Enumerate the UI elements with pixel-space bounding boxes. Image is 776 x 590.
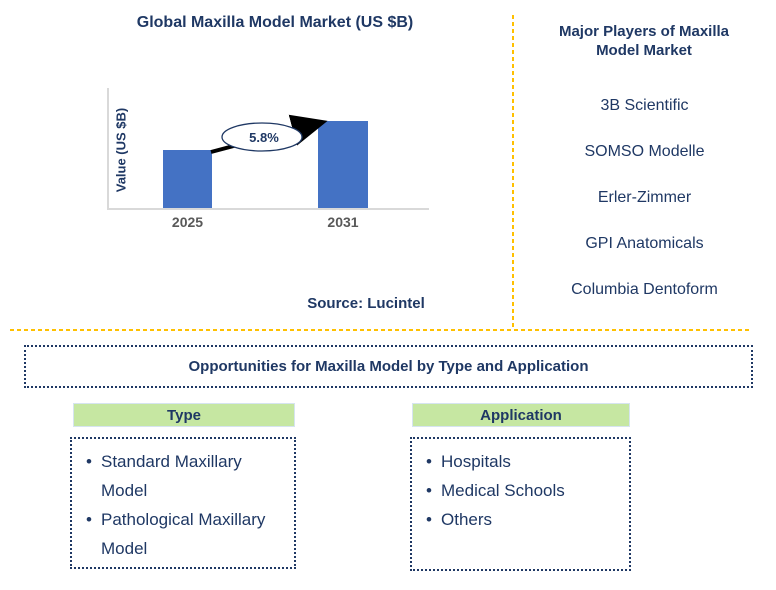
player-item: Columbia Dentoform [571, 281, 718, 298]
growth-ellipse [221, 122, 303, 152]
growth-arrow-annotation: 5.8% [210, 114, 328, 154]
application-list-box: • Hospitals • Medical Schools • Others [410, 437, 631, 571]
x-tick-2031: 2031 [327, 214, 359, 230]
opportunities-title: Opportunities for Maxilla Model by Type … [188, 358, 589, 375]
bar-2031 [318, 121, 368, 208]
major-players-list: 3B Scientific SOMSO Modelle Erler-Zimmer… [513, 96, 776, 300]
bullet-icon: • [426, 481, 432, 500]
x-axis-baseline [107, 208, 429, 210]
bar-2025 [163, 150, 212, 208]
type-list-box: • Standard Maxillary Model • Pathologica… [70, 437, 296, 569]
type-header: Type [73, 403, 295, 427]
bullet-icon: • [86, 510, 92, 529]
chart-title: Global Maxilla Model Market (US $B) [136, 14, 414, 31]
type-item-label: Pathological Maxillary Model [101, 510, 266, 558]
vertical-dashed-separator [512, 15, 514, 330]
y-axis-line [107, 88, 109, 209]
application-item-label: Others [441, 510, 493, 529]
list-item: • Others [420, 505, 623, 534]
player-item: Erler-Zimmer [597, 189, 692, 206]
bullet-icon: • [86, 452, 92, 471]
application-item-label: Hospitals [441, 452, 511, 471]
list-item: • Standard Maxillary Model [80, 447, 288, 505]
application-item-label: Medical Schools [441, 481, 565, 500]
application-header: Application [412, 403, 630, 427]
list-item: • Hospitals [420, 447, 623, 476]
player-item: 3B Scientific [600, 97, 689, 114]
opportunities-banner: Opportunities for Maxilla Model by Type … [24, 345, 753, 388]
type-item-label: Standard Maxillary Model [101, 452, 242, 500]
major-players-panel: Major Players of Maxilla Model Market 3B… [513, 0, 776, 330]
player-item: GPI Anatomicals [585, 235, 704, 252]
source-note: Source: Lucintel [307, 295, 425, 312]
y-axis-label: Value (US $B) [113, 107, 129, 193]
list-item: • Medical Schools [420, 476, 623, 505]
player-item: SOMSO Modelle [584, 143, 705, 160]
x-tick-2025: 2025 [171, 214, 204, 230]
list-item: • Pathological Maxillary Model [80, 505, 288, 563]
growth-arrow-line [210, 114, 328, 154]
growth-rate-label: 5.8% [249, 130, 279, 145]
horizontal-dashed-separator [10, 329, 752, 331]
bullet-icon: • [426, 452, 432, 471]
major-players-title: Major Players of Maxilla Model Market [558, 23, 730, 59]
bullet-icon: • [426, 510, 432, 529]
